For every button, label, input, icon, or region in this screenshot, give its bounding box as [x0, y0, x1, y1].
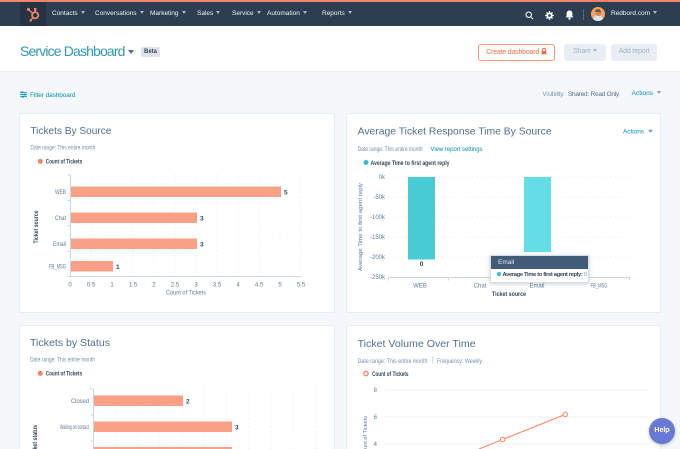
- svg-text:Actions: Actions: [623, 129, 645, 136]
- svg-text:WEB: WEB: [55, 190, 66, 196]
- svg-text:Chat: Chat: [55, 216, 66, 222]
- svg-text:4: 4: [236, 283, 240, 289]
- svg-text:3: 3: [200, 242, 204, 249]
- svg-text:0k: 0k: [379, 175, 386, 181]
- svg-text:4.5: 4.5: [255, 283, 264, 289]
- svg-text:Count of Tickets: Count of Tickets: [46, 371, 83, 378]
- svg-text:0: 0: [420, 261, 424, 268]
- svg-text:Ticket status: Ticket status: [32, 425, 39, 449]
- svg-text:Tickets By Source: Tickets By Source: [30, 125, 111, 137]
- svg-text:Count of Tickets: Count of Tickets: [166, 291, 206, 297]
- svg-text:Date range: This entire month: Date range: This entire month: [30, 146, 95, 152]
- svg-text:Closed: Closed: [71, 399, 89, 405]
- svg-text:Average Time to first agent re: Average Time to first agent reply: [371, 160, 450, 167]
- svg-text:Count of Tickets: Count of Tickets: [372, 371, 409, 378]
- svg-text:Tickets by Status: Tickets by Status: [30, 337, 110, 349]
- svg-text:Date range: This entire month: Date range: This entire month: [358, 359, 428, 365]
- svg-text:2: 2: [186, 399, 190, 406]
- svg-text:6: 6: [374, 415, 378, 421]
- svg-text:Date range: This entire month: Date range: This entire month: [358, 147, 423, 153]
- svg-text:View report settings: View report settings: [431, 147, 483, 153]
- svg-text:1.5: 1.5: [129, 283, 138, 289]
- svg-text:Waiting on contact: Waiting on contact: [60, 425, 89, 431]
- svg-text:5: 5: [278, 283, 282, 289]
- svg-text:1: 1: [116, 264, 120, 271]
- svg-text:Ticket source: Ticket source: [492, 291, 526, 298]
- svg-text:5: 5: [284, 190, 288, 197]
- svg-text:3: 3: [200, 216, 204, 223]
- svg-text:-250k: -250k: [370, 275, 386, 281]
- svg-text:-150k: -150k: [370, 235, 386, 241]
- svg-text:1: 1: [110, 283, 114, 289]
- svg-text:3.5: 3.5: [213, 283, 222, 289]
- svg-text:FB_MSG: FB_MSG: [591, 284, 608, 290]
- svg-text:Average Time to first agent re: Average Time to first agent reply: [358, 183, 364, 271]
- svg-text:Ticket Volume Over Time: Ticket Volume Over Time: [358, 338, 476, 350]
- svg-text:FB_MSG: FB_MSG: [49, 265, 66, 271]
- svg-text:Email: Email: [529, 284, 544, 290]
- svg-text:4: 4: [374, 442, 378, 448]
- svg-text:Count of Tickets: Count of Tickets: [46, 159, 83, 166]
- svg-text:-50k: -50k: [373, 195, 386, 201]
- svg-text:3: 3: [235, 425, 239, 432]
- svg-text:3: 3: [194, 283, 198, 289]
- svg-text:Date range: This entire month: Date range: This entire month: [30, 358, 95, 364]
- svg-text:0: 0: [68, 283, 72, 289]
- svg-text:2.5: 2.5: [171, 283, 180, 289]
- svg-text:0.5: 0.5: [87, 283, 96, 289]
- svg-text:Email: Email: [53, 242, 66, 248]
- svg-text:Frequency: Weekly: Frequency: Weekly: [437, 359, 482, 365]
- svg-text:WEB: WEB: [413, 284, 427, 290]
- svg-text:-100k: -100k: [370, 215, 386, 221]
- svg-text:5.5: 5.5: [297, 283, 306, 289]
- svg-text:Count of Tickets: Count of Tickets: [363, 416, 369, 449]
- svg-text:Ticket source: Ticket source: [33, 210, 40, 243]
- svg-text:Chat: Chat: [474, 284, 487, 290]
- svg-text:Average Ticket Response Time B: Average Ticket Response Time By Source: [358, 126, 552, 138]
- svg-text:-200k: -200k: [370, 255, 386, 261]
- svg-text:8: 8: [374, 388, 378, 394]
- svg-text:2: 2: [152, 283, 156, 289]
